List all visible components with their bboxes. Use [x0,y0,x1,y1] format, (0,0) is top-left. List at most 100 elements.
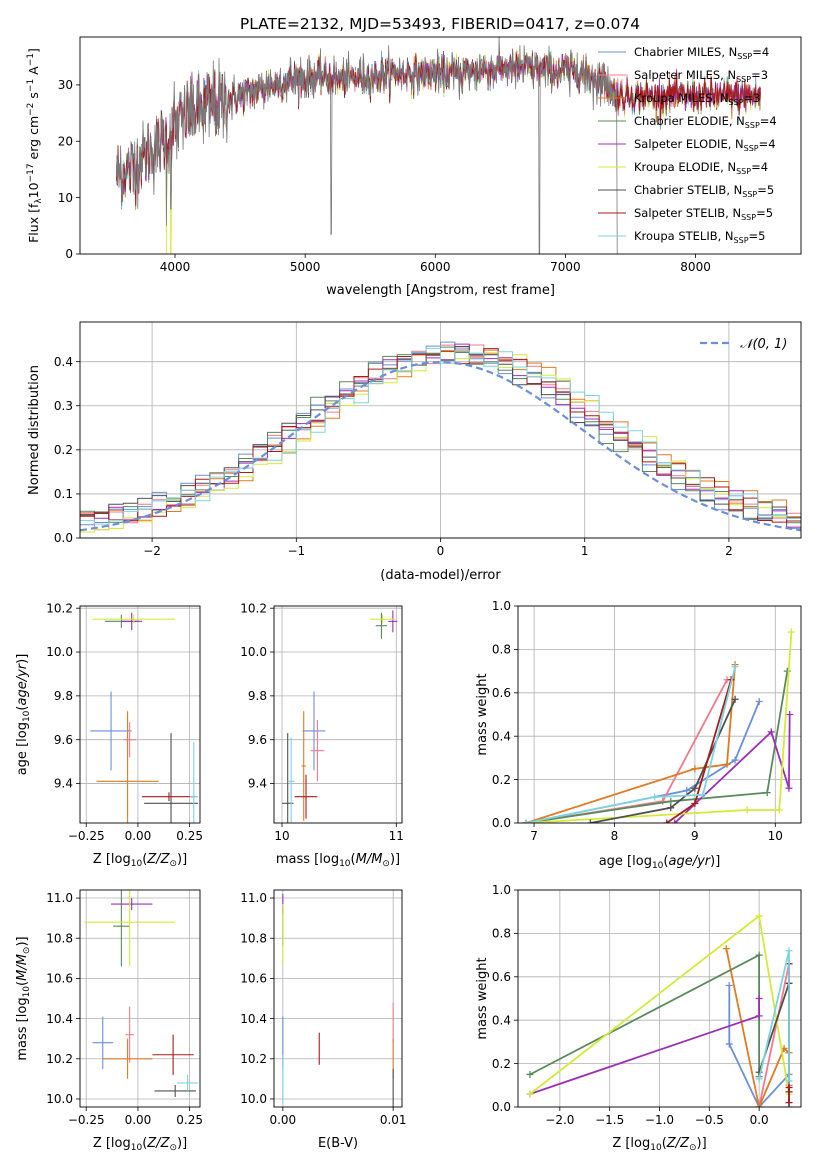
errorbar-point [84,890,176,967]
mass_weight_vs_age-ylabel: mass weight [475,673,490,755]
weight-marker-krou_elodie [775,806,783,814]
y-tick-label: 10.0 [240,645,267,659]
weight-marker-krou_stelib [699,791,707,799]
age_vs_mass-axes: 10 11 9.4 9.6 9.8 10.0 10.2 [240,601,404,843]
weight-line-krou_stelib [758,950,790,1081]
legend-label: Salpeter MILES, NSSP=3 [634,68,768,84]
spectrum-data-line [116,37,618,254]
mass_vs_ebv-points [282,894,394,1107]
errorbar-point [102,1038,153,1079]
age_vs_Z-xlabel: Z [log10(Z/Z⊙)] [93,852,187,869]
weight-line-salp_elodie [674,714,791,823]
spectrum-legend: Chabrier MILES, NSSP=4 Salpeter MILES, NS… [598,45,777,245]
weight-marker-chab_stelib [691,784,699,792]
residuals-ylabel: Normed distribution [27,365,42,495]
y-tick-label: 0.8 [492,927,511,941]
x-tick-label: 0.00 [269,1113,296,1127]
weight-marker-chab_elodie [526,1070,534,1078]
errorbar-point [144,733,198,823]
x-tick-label: 0.25 [176,1113,203,1127]
x-tick-label: 7000 [550,260,581,274]
y-tick-label: 0.6 [492,686,511,700]
legend-label: Kroupa MILES, NSSP=3 [634,91,760,107]
errorbar-point [121,612,143,631]
histogram-krou_stelib [80,347,801,538]
y-tick-label: 10.2 [46,601,73,615]
x-tick-label: 0 [437,544,445,558]
mass_vs_ebv-axes: 0.00 0.01 10.0 10.2 10.4 10.6 10.8 11.0 [240,890,407,1127]
y-tick-label: 10.6 [46,972,73,986]
mass_vs_Z-points [84,890,198,1097]
weight-marker-salp_stelib [785,1099,793,1107]
y-tick-label: 0 [65,247,73,261]
y-tick-label: 10.4 [46,1012,73,1026]
weight-marker-chab_elodie [755,951,763,959]
x-tick-label: −0.5 [695,1113,724,1127]
x-tick-label: 8 [611,829,619,843]
spectrum-frame [79,36,802,255]
legend-label: Chabrier ELODIE, NSSP=4 [634,114,777,130]
errorbar-point [375,612,388,639]
x-tick-label: −0.25 [68,1113,105,1127]
age_vs_mass-xlabel: mass [log10(M/M⊙)] [276,852,400,869]
x-tick-label: 0.00 [125,1113,152,1127]
weight-line-salp_miles [758,963,790,1107]
y-tick-label: 10.8 [46,931,73,945]
y-tick-label: 0.2 [54,443,73,457]
mass_weight_vs_Z-frame [517,889,802,1108]
errorbar-point [125,1006,134,1063]
mass_weight_vs_age-lines [522,628,795,823]
weight-marker-krou_stelib [785,947,793,955]
spectrum-xlabel: wavelength [Angstrom, rest frame] [326,283,555,298]
age_vs_mass-frame [273,605,403,824]
legend-label: Kroupa STELIB, NSSP=5 [634,229,765,245]
x-tick-label: 8000 [680,260,711,274]
weight-marker-krou_stelib [731,663,739,671]
mass_weight_vs_age-frame [517,605,802,824]
y-tick-label: 1.0 [492,599,511,613]
weight-marker-chab_miles [683,786,691,794]
errorbar-point [154,1084,196,1097]
x-tick-label: 7 [530,829,538,843]
errorbar-point [302,691,326,771]
weight-line-krou_miles [525,664,736,823]
weight-marker-chab_stelib [586,819,594,823]
mass_vs_Z-frame [79,889,201,1108]
weight-marker-salp_stelib [691,799,699,807]
x-tick-label: −1 [287,544,305,558]
weight-marker-krou_stelib [755,1075,763,1083]
x-tick-label: −1.0 [645,1113,674,1127]
y-tick-label: 10.0 [240,1092,267,1106]
y-tick-label: 10.6 [240,972,267,986]
mass_vs_Z-ylabel: mass [log10(M/M⊙)] [15,936,32,1060]
y-tick-label: 10.0 [46,645,73,659]
y-tick-label: 0.2 [492,1057,511,1071]
weight-marker-salp_stelib [663,819,671,823]
y-tick-label: 10.4 [240,1012,267,1026]
weight-marker-chab_stelib [667,804,675,812]
mass_weight_vs_Z-ylabel: mass weight [475,957,490,1039]
weight-marker-salp_elodie [785,784,793,792]
x-tick-label: 9 [691,829,699,843]
weight-line-chab_elodie [525,670,789,823]
weight-marker-chab_miles [725,1040,733,1048]
x-tick-label: −2.0 [545,1113,574,1127]
errorbar-point [370,614,396,624]
weight-marker-krou_elodie [743,806,751,814]
weight-marker-salp_stelib [785,1083,793,1091]
age_vs_Z-ylabel: age [log10(age/yr)] [15,654,32,776]
weight-marker-chab_stelib [731,695,739,703]
errorbar-point [90,691,132,771]
weight-marker-krou_miles [691,765,699,773]
weight-marker-salp_elodie [755,1012,763,1020]
age_vs_Z-axes: −0.25 0.00 0.25 9.4 9.6 9.8 10.0 10.2 [46,601,203,843]
weight-marker-chab_miles [725,981,733,989]
y-tick-label: 10.2 [240,1052,267,1066]
weight-line-krou_elodie [525,631,793,823]
errorbar-point [294,774,318,819]
errorbar-point [287,737,295,823]
x-tick-label: 0.01 [380,1113,407,1127]
mass_vs_Z-xlabel: Z [log10(Z/Z⊙)] [93,1136,187,1153]
weight-marker-krou_stelib [651,793,659,801]
x-tick-label: 0.25 [176,829,203,843]
